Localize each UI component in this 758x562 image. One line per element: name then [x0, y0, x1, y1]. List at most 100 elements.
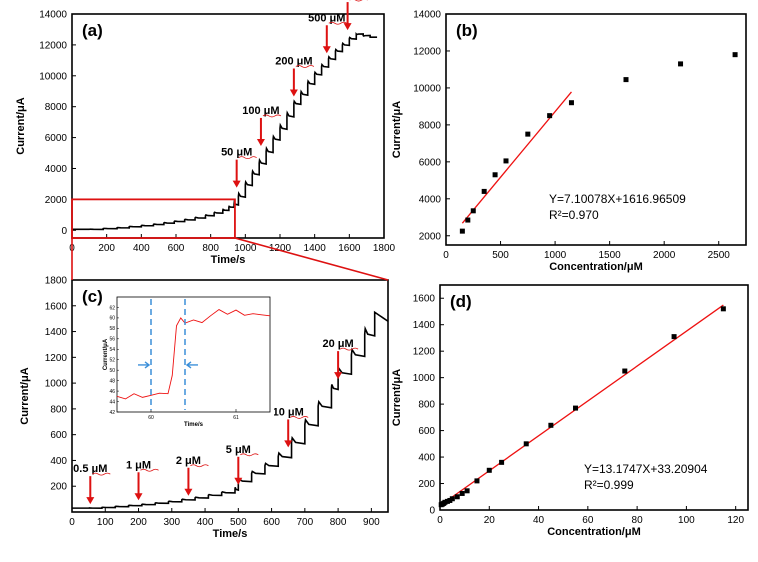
data-point: [503, 158, 509, 164]
annotation-squiggle: [289, 416, 309, 419]
inset-y-tick-label: 52: [109, 358, 115, 364]
y-tick-label: 4000: [45, 164, 68, 175]
y-tick-label: 6000: [45, 133, 68, 144]
y-tick-label: 4000: [419, 194, 442, 205]
inset-y-tick-label: 50: [109, 368, 115, 374]
x-tick-label: 500: [230, 517, 247, 528]
x-tick-label: 1000: [544, 250, 567, 261]
x-tick-label: 120: [727, 515, 744, 526]
y-tick-label: 8000: [45, 102, 68, 113]
x-tick-label: 900: [363, 517, 380, 528]
inset-x-tick-label: 60: [148, 415, 154, 421]
annotation-squiggle: [190, 464, 209, 468]
arrow-head: [184, 488, 193, 496]
y-axis-label: Current/μA: [19, 367, 31, 425]
data-point: [499, 459, 505, 465]
y-tick-label: 600: [50, 430, 67, 441]
fit-r2: R²=0.970: [549, 208, 599, 222]
x-tick-label: 40: [533, 515, 545, 526]
x-tick-label: 1000: [234, 243, 257, 254]
x-tick-label: 500: [492, 250, 509, 261]
plot-frame: [439, 284, 749, 511]
arrow-head: [86, 497, 95, 505]
y-tick-label: 1200: [413, 347, 436, 358]
fit-equation: Y=13.1747X+33.20904: [584, 462, 708, 476]
data-point: [459, 228, 465, 234]
x-axis-label: Time/s: [211, 254, 246, 266]
panel-label: (b): [456, 21, 478, 40]
x-tick-label: 100: [678, 515, 695, 526]
x-tick-label: 0: [443, 250, 449, 261]
annotation-label: 5 μM: [226, 444, 251, 456]
inset-y-tick-label: 60: [109, 316, 115, 322]
y-axis-label: Current/μA: [15, 97, 27, 155]
x-tick-label: 1200: [269, 243, 292, 254]
panel-label: (a): [82, 21, 103, 40]
inset-x-tick-label: 61: [233, 415, 239, 421]
current-trace: [72, 310, 389, 509]
data-point: [573, 405, 579, 411]
inset-x-label: Time/s: [184, 422, 204, 428]
arrow-head: [232, 180, 241, 188]
fit-line: [461, 91, 572, 224]
y-tick-label: 6000: [419, 157, 442, 168]
data-point: [547, 113, 553, 119]
y-tick-label: 1800: [45, 276, 68, 287]
annotation-squiggle: [92, 472, 111, 476]
annotation-label: 0.5 μM: [73, 463, 107, 475]
annotation-label: 50 μM: [221, 147, 252, 159]
plot-frame: [71, 279, 389, 513]
y-tick-label: 8000: [419, 120, 442, 131]
inset-y-label: Current/μA: [103, 338, 109, 370]
x-tick-label: 20: [484, 515, 496, 526]
y-tick-label: 1400: [45, 327, 68, 338]
x-tick-label: 0: [437, 515, 443, 526]
x-axis-label: Concentration/μM: [547, 526, 641, 538]
inset-frame: [116, 296, 271, 413]
y-tick-label: 14000: [413, 10, 441, 21]
inset-arrow-left: [185, 361, 198, 369]
y-tick-label: 400: [418, 453, 435, 464]
panel-label: (c): [82, 287, 103, 306]
data-point: [568, 100, 574, 106]
y-tick-label: 0: [61, 226, 67, 237]
inset-y-tick-label: 56: [109, 337, 115, 343]
panel-a: 0200400600800100012001400160018000200040…: [15, 0, 396, 266]
y-tick-label: 10000: [39, 71, 67, 82]
x-tick-label: 200: [130, 517, 147, 528]
inset-y-tick-label: 58: [109, 326, 115, 332]
panel-label: (d): [450, 292, 472, 311]
arrow-head: [322, 46, 331, 54]
data-point: [486, 467, 492, 473]
zoom-connector: [71, 237, 389, 281]
x-tick-label: 800: [202, 243, 219, 254]
x-tick-label: 400: [197, 517, 214, 528]
y-tick-label: 14000: [39, 10, 67, 21]
inset-arrow-right: [138, 361, 151, 369]
arrow-head: [289, 89, 298, 97]
y-axis-label: Current/μA: [391, 369, 403, 427]
arrow-head: [343, 23, 352, 31]
data-point: [622, 368, 628, 374]
y-tick-label: 10000: [413, 83, 441, 94]
annotation-label: 1 mM: [334, 0, 362, 1]
annotation-squiggle: [339, 347, 359, 351]
inset-y-tick-label: 62: [109, 305, 115, 311]
x-tick-label: 80: [632, 515, 644, 526]
annotation-squiggle: [140, 468, 159, 472]
y-tick-label: 1000: [413, 373, 436, 384]
y-tick-label: 600: [418, 426, 435, 437]
arrow-head: [284, 440, 293, 448]
inset-y-tick-label: 54: [109, 347, 115, 353]
y-tick-label: 200: [50, 482, 67, 493]
inset-plot: 60 61 42 44 46 48 50 52 54 56 58 60 62 Time/s Current/…: [103, 295, 274, 432]
x-tick-label: 300: [163, 517, 180, 528]
x-tick-label: 100: [97, 517, 114, 528]
y-axis-label: Current/μA: [391, 101, 403, 159]
arrow-head: [334, 372, 343, 380]
x-tick-label: 1400: [304, 243, 327, 254]
annotation-label: 100 μM: [242, 105, 279, 117]
plot-frame: [445, 13, 747, 246]
current-trace: [72, 31, 378, 231]
data-point: [523, 441, 529, 447]
